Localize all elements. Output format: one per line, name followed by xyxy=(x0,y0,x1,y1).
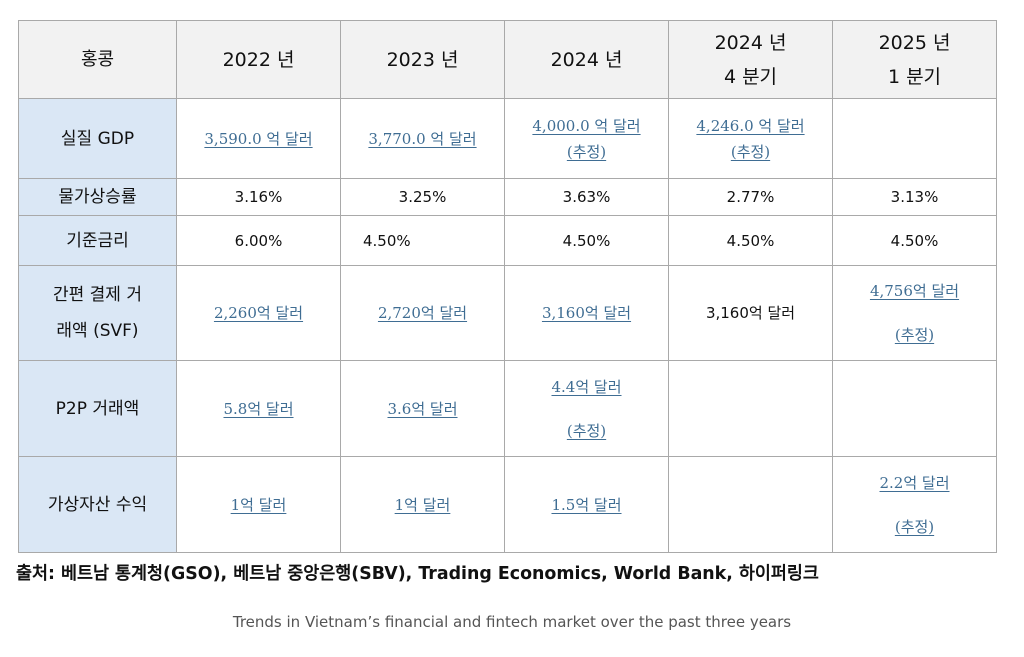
row-label-svf-line1: 간편 결제 거 xyxy=(52,285,142,305)
crypto-2022-link[interactable]: 1억 달러 xyxy=(176,456,341,553)
table-row-inflation: 물가상승률 3.16% 3.25% 3.63% 2.77% 3.13% xyxy=(18,178,997,216)
rate-2024: 4.50% xyxy=(504,215,669,266)
crypto-2023-link[interactable]: 1억 달러 xyxy=(340,456,505,553)
inflation-2024-q4: 2.77% xyxy=(668,178,833,216)
rate-2025-q1: 4.50% xyxy=(832,215,997,266)
p2p-2023-link[interactable]: 3.6억 달러 xyxy=(340,360,505,457)
crypto-2023-value[interactable]: 1억 달러 xyxy=(394,495,451,514)
gdp-2024-value[interactable]: 4,000.0 억 달러 xyxy=(532,116,641,135)
gdp-2024-q4-value[interactable]: 4,246.0 억 달러 xyxy=(696,116,805,135)
row-label-svf: 간편 결제 거 래액 (SVF) xyxy=(18,265,177,361)
inflation-2025-q1: 3.13% xyxy=(832,178,997,216)
header-row: 홍콩 2022 년 2023 년 2024 년 2024 년 4 분기 2025… xyxy=(18,20,997,99)
svf-2025-q1-value[interactable]: 4,756억 달러 xyxy=(869,282,960,300)
crypto-2025-q1-value[interactable]: 2.2억 달러 xyxy=(879,473,950,492)
crypto-2025-q1-note[interactable]: (추정) xyxy=(894,517,935,536)
rate-2023: 4.50% xyxy=(340,215,505,266)
gdp-2022-link[interactable]: 3,590.0 억 달러 xyxy=(176,98,341,179)
svf-2025-q1-link[interactable]: 4,756억 달러 (추정) xyxy=(832,265,997,361)
header-2024-q4-year: 2024 년 xyxy=(714,31,787,54)
gdp-2022-value[interactable]: 3,590.0 억 달러 xyxy=(204,129,313,148)
p2p-2022-link[interactable]: 5.8억 달러 xyxy=(176,360,341,457)
p2p-2024-q4-empty xyxy=(668,360,833,457)
table-row-svf: 간편 결제 거 래액 (SVF) 2,260억 달러 2,720억 달러 3,1… xyxy=(18,265,997,361)
gdp-2025-q1-empty xyxy=(832,98,997,179)
header-2024: 2024 년 xyxy=(504,20,669,99)
row-label-rate: 기준금리 xyxy=(18,215,177,266)
row-label-svf-line2: 래액 (SVF) xyxy=(56,321,139,341)
image-caption: Trends in Vietnam’s financial and fintec… xyxy=(232,613,792,631)
gdp-2023-value[interactable]: 3,770.0 억 달러 xyxy=(368,129,477,148)
table-row-rate: 기준금리 6.00% 4.50% 4.50% 4.50% 4.50% xyxy=(18,215,997,266)
header-2025-q1-year: 2025 년 xyxy=(878,31,951,54)
gdp-2023-link[interactable]: 3,770.0 억 달러 xyxy=(340,98,505,179)
rate-2022: 6.00% xyxy=(176,215,341,266)
header-2025-q1-quarter: 1 분기 xyxy=(887,65,942,88)
p2p-2025-q1-empty xyxy=(832,360,997,457)
crypto-2022-value[interactable]: 1억 달러 xyxy=(230,495,287,514)
row-label-p2p: P2P 거래액 xyxy=(18,360,177,457)
row-label-gdp: 실질 GDP xyxy=(18,98,177,179)
header-2024-q4: 2024 년 4 분기 xyxy=(668,20,833,99)
row-label-crypto: 가상자산 수익 xyxy=(18,456,177,553)
svf-2025-q1-note[interactable]: (추정) xyxy=(894,326,935,344)
table-row-p2p: P2P 거래액 5.8억 달러 3.6억 달러 4.4억 달러 (추정) xyxy=(18,360,997,457)
inflation-2023: 3.25% xyxy=(340,178,505,216)
table-row-gdp: 실질 GDP 3,590.0 억 달러 3,770.0 억 달러 4,000.0… xyxy=(18,98,997,179)
svf-2024-q4: 3,160억 달러 xyxy=(668,265,833,361)
svf-2022-value[interactable]: 2,260억 달러 xyxy=(213,304,304,322)
rate-2024-q4: 4.50% xyxy=(668,215,833,266)
svf-2024-value[interactable]: 3,160억 달러 xyxy=(541,304,632,322)
svf-2023-value[interactable]: 2,720억 달러 xyxy=(377,304,468,322)
header-2024-q4-quarter: 4 분기 xyxy=(723,65,778,88)
p2p-2023-value[interactable]: 3.6억 달러 xyxy=(387,399,458,418)
gdp-2024-q4-note[interactable]: (추정) xyxy=(730,142,771,161)
table-row-crypto: 가상자산 수익 1억 달러 1억 달러 1.5억 달러 2.2억 달러 (추정) xyxy=(18,456,997,553)
crypto-2024-value[interactable]: 1.5억 달러 xyxy=(551,495,622,514)
crypto-2024-link[interactable]: 1.5억 달러 xyxy=(504,456,669,553)
crypto-2025-q1-link[interactable]: 2.2억 달러 (추정) xyxy=(832,456,997,553)
header-2023: 2023 년 xyxy=(340,20,505,99)
gdp-2024-q4-link[interactable]: 4,246.0 억 달러 (추정) xyxy=(668,98,833,179)
p2p-2024-link[interactable]: 4.4억 달러 (추정) xyxy=(504,360,669,457)
p2p-2024-value[interactable]: 4.4억 달러 xyxy=(551,377,622,396)
header-corner: 홍콩 xyxy=(18,20,177,99)
p2p-2022-value[interactable]: 5.8억 달러 xyxy=(223,399,294,418)
header-2025-q1: 2025 년 1 분기 xyxy=(832,20,997,99)
financial-data-table: 홍콩 2022 년 2023 년 2024 년 2024 년 4 분기 2025… xyxy=(18,20,997,553)
inflation-2022: 3.16% xyxy=(176,178,341,216)
fintech-table-image: 홍콩 2022 년 2023 년 2024 년 2024 년 4 분기 2025… xyxy=(18,20,997,553)
gdp-2024-link[interactable]: 4,000.0 억 달러 (추정) xyxy=(504,98,669,179)
header-2022: 2022 년 xyxy=(176,20,341,99)
inflation-2024: 3.63% xyxy=(504,178,669,216)
svf-2023-link[interactable]: 2,720억 달러 xyxy=(340,265,505,361)
svf-2024-link[interactable]: 3,160억 달러 xyxy=(504,265,669,361)
source-note: 출처: 베트남 통계청(GSO), 베트남 중앙은행(SBV), Trading… xyxy=(16,564,819,584)
gdp-2024-note[interactable]: (추정) xyxy=(566,142,607,161)
p2p-2024-note[interactable]: (추정) xyxy=(566,421,607,440)
svf-2022-link[interactable]: 2,260억 달러 xyxy=(176,265,341,361)
crypto-2024-q4-empty xyxy=(668,456,833,553)
row-label-inflation: 물가상승률 xyxy=(18,178,177,216)
